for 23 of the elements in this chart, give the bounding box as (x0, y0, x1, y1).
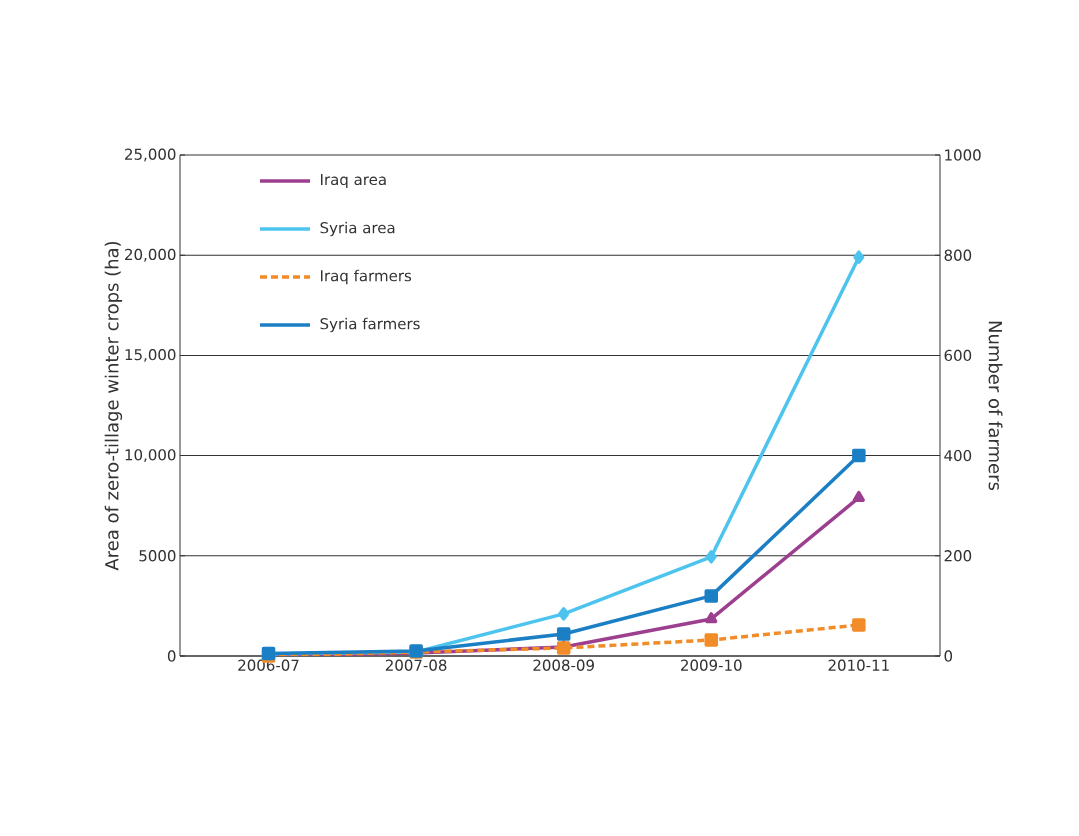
y2-tick-label: 1000 (945, 149, 981, 161)
x-tick-label: 2009-10 (681, 659, 742, 671)
y-tick-label: 0 (167, 650, 176, 662)
legend-label: Iraq area (321, 173, 386, 189)
y2-tick-label: 800 (944, 249, 972, 261)
y2-tick-label: 400 (944, 449, 972, 462)
x-tick-label: 2006-07 (238, 659, 299, 671)
x-tick-label: 2007-08 (385, 659, 447, 671)
legend-label: Syria area (320, 221, 395, 237)
y-tick-label: 5000 (139, 550, 176, 562)
x-tick-label: 2008-09 (533, 659, 594, 671)
y2-tick-label: 600 (944, 349, 972, 362)
legend-label: Iraq farmers (321, 269, 412, 285)
y-tick-label: 15,000 (125, 348, 176, 362)
y-tick-label: 25,000 (125, 148, 176, 162)
y-tick-label: 20,000 (125, 248, 176, 262)
x-tick-label: 2010-11 (828, 659, 889, 671)
y-tick-label: 10,000 (125, 449, 176, 463)
y-axis-title: Area of zero-tillage winter crops (ha) (104, 241, 123, 571)
y2-tick-label: 0 (944, 650, 953, 662)
y2-axis-title: Number of farmers (988, 321, 1003, 491)
legend-label: Syria farmers (320, 317, 420, 333)
y2-tick-label: 200 (944, 550, 972, 562)
